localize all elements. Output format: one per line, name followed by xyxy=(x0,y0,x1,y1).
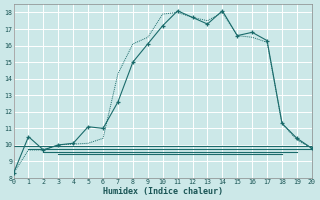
X-axis label: Humidex (Indice chaleur): Humidex (Indice chaleur) xyxy=(103,187,223,196)
